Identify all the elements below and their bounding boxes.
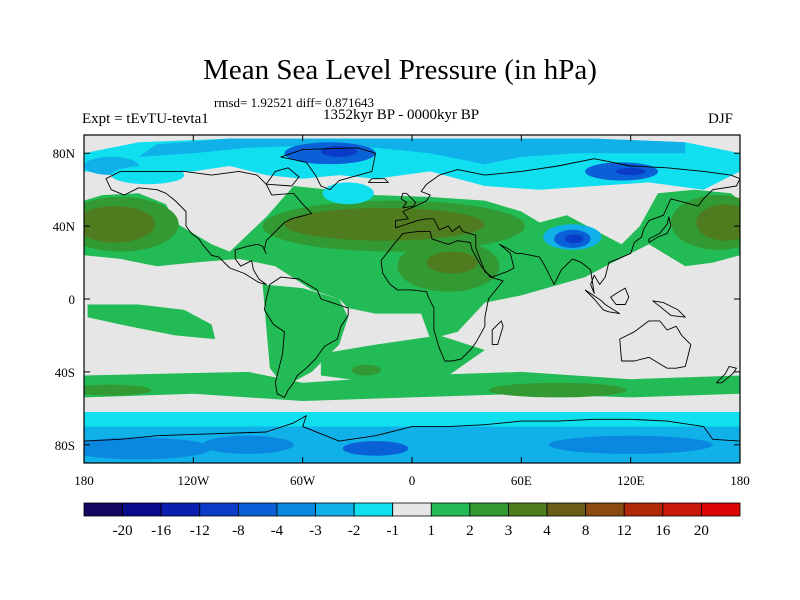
map-axes: 180 120W 60W 0 60E 120E 180 80N 40N 0 40S 80S — [53, 135, 750, 488]
colorbar-swatch — [585, 502, 625, 517]
colorbar-label: -1 — [386, 523, 399, 539]
colorbar-label: 1 — [428, 523, 436, 539]
colorbar-swatch — [430, 502, 471, 517]
colorbar-label: 4 — [543, 523, 551, 539]
colorbar-swatch — [392, 502, 432, 517]
field-north-pacific-west-core — [84, 206, 156, 243]
y-tick-label: 0 — [69, 292, 76, 307]
field-siberia-low-core — [616, 167, 646, 176]
colorbar-label: 12 — [617, 523, 632, 539]
coastline-japan — [648, 216, 672, 243]
colorbar-label: -2 — [348, 523, 361, 539]
coastline-australia — [619, 320, 692, 369]
field-tibet-low-core — [565, 234, 584, 244]
colorbar-swatch — [508, 502, 548, 517]
colorbar-label: -12 — [190, 523, 210, 539]
field-antarctic-weddell-low — [342, 441, 409, 456]
field-north-pacific-east-core — [696, 204, 740, 241]
season-label: DJF — [708, 111, 734, 127]
colorbar-swatch — [353, 502, 394, 517]
coastline-iceland — [367, 178, 389, 183]
field-north-atlantic-cyan — [322, 182, 374, 205]
coastline-north-america — [105, 170, 313, 285]
colorbar-swatch — [83, 502, 123, 517]
y-tick-label: 40N — [53, 219, 76, 234]
colorbar-swatch — [701, 502, 741, 517]
field-antarctic-west-low — [202, 435, 294, 454]
colorbar-swatch — [546, 502, 587, 517]
coastline-antarctica — [84, 415, 740, 442]
colorbar-label: 8 — [582, 523, 590, 539]
coastline-new-zealand — [715, 365, 737, 384]
x-tick-label: 120W — [177, 473, 210, 488]
colorbar: -20 -16 -12 -8 -4 -3 -2 -1 1 2 3 4 8 12 16 20 — [83, 502, 741, 539]
colorbar-swatch — [662, 502, 702, 517]
colorbar-swatch — [315, 502, 355, 517]
field-sahara-core — [426, 251, 478, 274]
experiment-label: Expt = tEvTU-tevta1 — [82, 111, 209, 127]
stats-line: rmsd= 1.92521 diff= 0.871643 — [214, 95, 374, 110]
colorbar-label: 16 — [655, 523, 671, 539]
x-tick-label: 60W — [290, 473, 316, 488]
coastline-new-guinea — [652, 300, 686, 318]
colorbar-swatch — [623, 502, 664, 517]
colorbar-label: -16 — [151, 523, 171, 539]
field-north-atlantic-core — [284, 207, 485, 241]
colorbar-label: -8 — [232, 523, 245, 539]
coastline-indonesia — [584, 289, 621, 315]
coastlines — [84, 147, 740, 442]
colorbar-swatch — [122, 502, 162, 517]
field-arctic-blue — [138, 138, 686, 165]
x-tick-label: 60E — [511, 473, 532, 488]
colorbar-label: -3 — [309, 523, 322, 539]
field-east-pacific-green — [87, 304, 216, 340]
colorbar-label: -20 — [113, 523, 133, 539]
field-antarctic-pacific-low — [84, 437, 212, 460]
period-label: 1352kyr BP - 0000kyr BP — [323, 107, 480, 123]
colorbar-swatch — [237, 502, 278, 517]
colorbar-swatch — [160, 502, 201, 517]
pressure-field — [84, 135, 740, 463]
colorbar-label: -4 — [271, 523, 284, 539]
x-tick-label: 120E — [617, 473, 645, 488]
field-south-america-green — [262, 284, 349, 387]
field-north-pacific-cyan — [111, 165, 185, 185]
x-tick-label: 0 — [409, 473, 416, 488]
field-south-atlantic-high — [351, 364, 382, 376]
colorbar-label: 20 — [694, 523, 709, 539]
field-south-indian-high — [488, 382, 628, 398]
chart-title: Mean Sea Level Pressure (in hPa) — [203, 54, 597, 86]
field-south-pacific-west-high — [84, 384, 152, 396]
colorbar-label: 2 — [466, 523, 474, 539]
y-tick-label: 40S — [55, 365, 75, 380]
x-tick-label: 180 — [74, 473, 94, 488]
y-tick-label: 80N — [53, 146, 76, 161]
coastline-baffin — [265, 167, 300, 187]
field-antarctic-east-low — [548, 435, 713, 454]
coastline-eurasia — [395, 158, 740, 294]
coastline-borneo — [610, 287, 630, 305]
coastline-africa — [380, 231, 504, 362]
colorbar-swatch — [276, 502, 316, 517]
colorbar-label: 3 — [505, 523, 513, 539]
coastline-greenland — [280, 147, 377, 191]
coastline-uk — [400, 192, 417, 209]
y-tick-label: 80S — [55, 438, 75, 453]
x-tick-label: 180 — [730, 473, 750, 488]
coastline-madagascar — [491, 320, 504, 346]
colorbar-swatch — [469, 502, 509, 517]
colorbar-swatch — [199, 502, 239, 517]
coastline-south-america — [263, 276, 349, 398]
